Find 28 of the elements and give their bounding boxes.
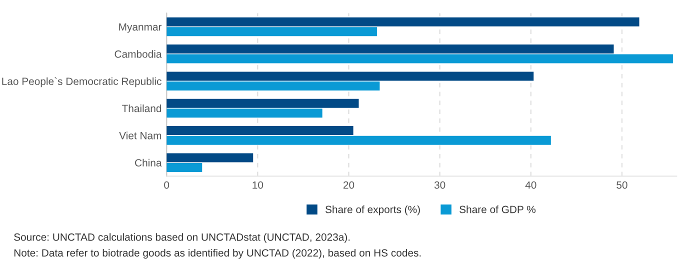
bar	[166, 153, 254, 162]
bar	[166, 108, 322, 118]
bar	[166, 44, 614, 54]
text: Note: Data refer to biotrade goods as identified by UNCTAD (2022), based on HS codes.	[14, 248, 421, 259]
source-note: Source: UNCTAD calculations based on UNCTADstat (UNCTAD, 2023a).	[14, 233, 350, 243]
legend-label: Share of exports (%)	[325, 206, 420, 216]
x-tick-label: 0	[164, 181, 170, 189]
bar	[166, 72, 534, 81]
bar	[166, 27, 377, 36]
x-tick-label: 30	[434, 181, 446, 189]
y-tick-label: Myanmar	[119, 23, 162, 33]
y-tick-label: Viet Nam	[119, 132, 162, 140]
legend-label: Share of GDP %	[460, 206, 536, 214]
y-tick-label: Cambodia	[114, 50, 162, 58]
bar	[166, 54, 673, 64]
x-tick-label: 10	[252, 181, 264, 189]
bar	[166, 136, 551, 145]
bar	[166, 17, 640, 26]
bar	[166, 126, 354, 136]
y-tick-label: Lao People`s Democratic Republic	[2, 77, 162, 88]
bar	[166, 163, 202, 172]
x-tick-label: 40	[525, 181, 536, 189]
x-tick-label: 20	[343, 181, 354, 189]
y-tick-label: China	[135, 158, 162, 166]
bar	[166, 81, 380, 90]
x-tick-label: 50	[616, 181, 628, 189]
bar	[166, 98, 359, 108]
y-tick-label: Thailand	[122, 104, 162, 112]
